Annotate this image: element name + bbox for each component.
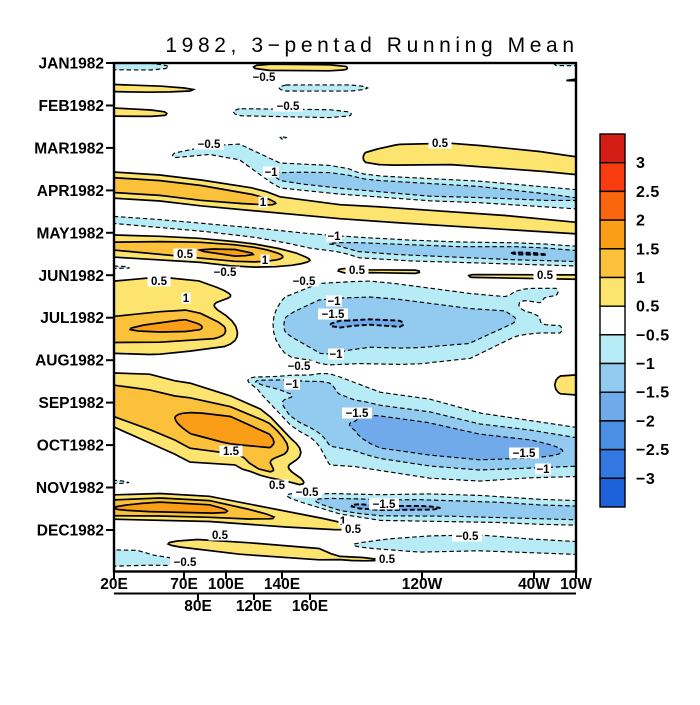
- svg-text:2.5: 2.5: [636, 184, 660, 201]
- svg-text:1: 1: [183, 293, 190, 305]
- svg-text:0.5: 0.5: [177, 249, 194, 261]
- svg-text:−1: −1: [327, 231, 341, 243]
- svg-text:−0.5: −0.5: [277, 101, 300, 113]
- svg-text:NOV1982: NOV1982: [36, 480, 104, 497]
- svg-text:0.5: 0.5: [349, 265, 366, 277]
- svg-text:0.5: 0.5: [269, 480, 286, 492]
- svg-text:−1.5: −1.5: [322, 309, 345, 321]
- svg-text:−1: −1: [536, 464, 550, 476]
- svg-text:MAR1982: MAR1982: [34, 140, 104, 157]
- svg-text:3: 3: [636, 155, 645, 172]
- svg-text:−0.5: −0.5: [253, 72, 276, 84]
- svg-text:−0.5: −0.5: [198, 139, 221, 151]
- svg-text:120E: 120E: [236, 598, 272, 615]
- svg-text:1.5: 1.5: [636, 241, 660, 258]
- svg-text:70E: 70E: [170, 576, 198, 593]
- svg-text:JUL1982: JUL1982: [40, 310, 104, 327]
- svg-text:−1: −1: [285, 379, 299, 391]
- svg-text:140E: 140E: [264, 576, 300, 593]
- svg-text:OCT1982: OCT1982: [37, 438, 104, 455]
- svg-text:−1.5: −1.5: [346, 408, 369, 420]
- svg-text:−1: −1: [327, 296, 341, 308]
- svg-text:1: 1: [260, 197, 267, 209]
- svg-text:−1: −1: [329, 349, 343, 361]
- svg-text:−0.5: −0.5: [636, 327, 670, 344]
- svg-text:40W: 40W: [518, 576, 550, 593]
- svg-text:1: 1: [262, 255, 269, 267]
- svg-text:1: 1: [636, 270, 645, 287]
- svg-text:80E: 80E: [184, 598, 212, 615]
- svg-text:0.5: 0.5: [636, 299, 660, 316]
- svg-text:−2.5: −2.5: [636, 442, 670, 459]
- svg-text:1.5: 1.5: [223, 446, 240, 458]
- svg-text:0.5: 0.5: [432, 138, 449, 150]
- svg-text:FEB1982: FEB1982: [39, 98, 104, 115]
- svg-text:0.5: 0.5: [537, 270, 554, 282]
- svg-text:SEP1982: SEP1982: [39, 395, 105, 412]
- svg-text:−0.5: −0.5: [288, 361, 311, 373]
- svg-text:−1.5: −1.5: [373, 499, 396, 511]
- svg-text:1982, 3−pentad Running Mean: 1982, 3−pentad Running Mean: [165, 34, 578, 57]
- svg-text:−0.5: −0.5: [174, 557, 197, 569]
- svg-text:0.5: 0.5: [345, 524, 362, 536]
- svg-text:JAN1982: JAN1982: [39, 56, 105, 73]
- svg-text:0.5: 0.5: [379, 554, 396, 566]
- svg-text:20E: 20E: [100, 576, 128, 593]
- svg-text:0.5: 0.5: [151, 276, 168, 288]
- svg-text:DEC1982: DEC1982: [37, 523, 104, 540]
- svg-text:MAY1982: MAY1982: [36, 225, 104, 242]
- svg-text:−1.5: −1.5: [513, 448, 536, 460]
- svg-text:100E: 100E: [208, 576, 244, 593]
- svg-text:−1.5: −1.5: [636, 385, 670, 402]
- svg-text:−2: −2: [636, 413, 655, 430]
- svg-text:160E: 160E: [292, 598, 328, 615]
- svg-text:−1: −1: [636, 356, 655, 373]
- svg-text:−0.5: −0.5: [296, 487, 319, 499]
- svg-text:120W: 120W: [402, 576, 443, 593]
- svg-text:−0.5: −0.5: [214, 267, 237, 279]
- svg-text:−1: −1: [264, 167, 278, 179]
- svg-text:−3: −3: [636, 471, 655, 488]
- svg-text:1: 1: [340, 516, 347, 528]
- svg-text:APR1982: APR1982: [37, 183, 104, 200]
- svg-text:10W: 10W: [560, 576, 592, 593]
- svg-text:AUG1982: AUG1982: [35, 353, 104, 370]
- svg-text:2: 2: [636, 213, 645, 230]
- svg-text:−0.5: −0.5: [456, 531, 479, 543]
- svg-text:0.5: 0.5: [212, 530, 229, 542]
- svg-text:JUN1982: JUN1982: [39, 268, 105, 285]
- svg-text:−0.5: −0.5: [293, 276, 316, 288]
